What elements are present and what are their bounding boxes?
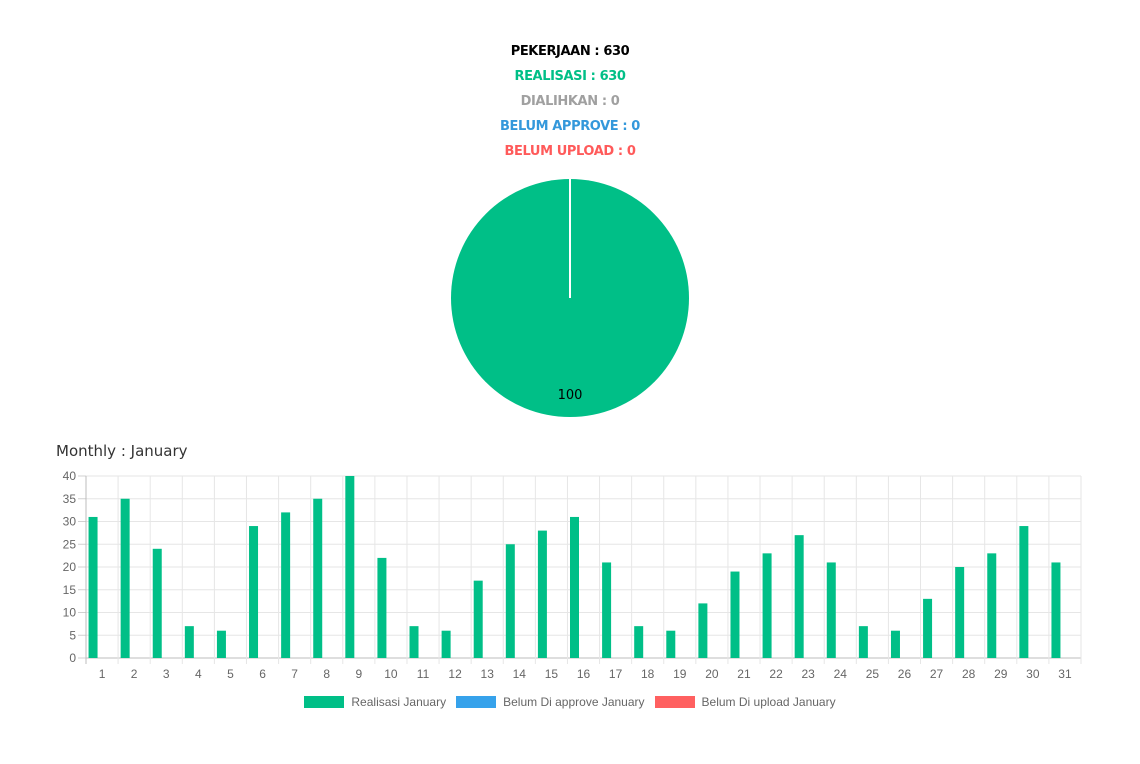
legend-swatch xyxy=(456,696,497,708)
bar[interactable] xyxy=(281,512,291,658)
bar-chart-legend: Realisasi January Belum Di approve Januar… xyxy=(0,695,1140,709)
x-tick-label: 9 xyxy=(355,667,362,681)
legend-item[interactable]: Belum Di upload January xyxy=(654,695,836,709)
x-tick-label: 23 xyxy=(801,667,815,681)
bar[interactable] xyxy=(184,626,194,658)
bar[interactable] xyxy=(441,630,451,658)
x-tick-label: 3 xyxy=(163,667,170,681)
x-tick-label: 12 xyxy=(448,667,462,681)
x-tick-label: 26 xyxy=(898,667,912,681)
x-tick-label: 15 xyxy=(545,667,559,681)
x-tick-label: 21 xyxy=(737,667,751,681)
x-tick-label: 6 xyxy=(259,667,266,681)
y-tick-label: 15 xyxy=(63,583,77,597)
bar[interactable] xyxy=(1019,526,1029,658)
realisasi-total: REALISASI : 630 xyxy=(514,69,626,84)
belum-approve-total: BELUM APPROVE : 0 xyxy=(500,119,640,134)
bar[interactable] xyxy=(794,535,804,658)
bar[interactable] xyxy=(505,544,515,658)
x-tick-label: 28 xyxy=(962,667,976,681)
x-tick-label: 1 xyxy=(99,667,106,681)
legend-label: Belum Di upload January xyxy=(701,695,836,709)
bar[interactable] xyxy=(634,626,644,658)
bar[interactable] xyxy=(730,571,740,658)
y-tick-label: 5 xyxy=(69,628,76,642)
x-tick-label: 13 xyxy=(481,667,495,681)
bar[interactable] xyxy=(409,626,419,658)
x-tick-label: 19 xyxy=(673,667,687,681)
x-tick-label: 5 xyxy=(227,667,234,681)
bar[interactable] xyxy=(826,562,836,658)
x-tick-label: 10 xyxy=(384,667,398,681)
x-tick-label: 30 xyxy=(1026,667,1040,681)
dialihkan-total: DIALIHKAN : 0 xyxy=(520,94,620,109)
bar[interactable] xyxy=(666,630,676,658)
x-tick-label: 29 xyxy=(994,667,1008,681)
pekerjaan-total: PEKERJAAN : 630 xyxy=(510,44,630,59)
x-tick-label: 20 xyxy=(705,667,719,681)
bar[interactable] xyxy=(313,498,323,658)
legend-label: Belum Di approve January xyxy=(503,695,645,709)
bar[interactable] xyxy=(152,548,162,658)
x-tick-label: 8 xyxy=(323,667,330,681)
bar[interactable] xyxy=(473,580,483,658)
y-tick-label: 0 xyxy=(69,651,76,665)
bar[interactable] xyxy=(216,630,226,658)
bar[interactable] xyxy=(858,626,868,658)
bar[interactable] xyxy=(955,567,965,658)
bar[interactable] xyxy=(537,530,547,658)
bar[interactable] xyxy=(762,553,772,658)
legend-swatch xyxy=(654,696,695,708)
bar[interactable] xyxy=(698,603,708,658)
x-tick-label: 31 xyxy=(1058,667,1072,681)
x-tick-label: 14 xyxy=(513,667,527,681)
y-tick-label: 35 xyxy=(63,492,77,506)
y-tick-label: 40 xyxy=(63,469,77,483)
pie-chart: 100 xyxy=(451,179,689,417)
x-tick-label: 2 xyxy=(131,667,138,681)
x-tick-label: 22 xyxy=(769,667,783,681)
x-tick-label: 4 xyxy=(195,667,202,681)
bar[interactable] xyxy=(377,557,387,658)
x-tick-label: 11 xyxy=(417,667,430,681)
x-tick-label: 17 xyxy=(609,667,623,681)
x-tick-label: 7 xyxy=(291,667,298,681)
legend-label: Realisasi January xyxy=(351,695,447,709)
x-tick-label: 24 xyxy=(834,667,848,681)
x-tick-label: 27 xyxy=(930,667,944,681)
legend-item[interactable]: Belum Di approve January xyxy=(456,695,645,709)
bar[interactable] xyxy=(602,562,612,658)
bar[interactable] xyxy=(249,526,259,658)
belum-upload-total: BELUM UPLOAD : 0 xyxy=(504,144,636,159)
y-tick-label: 20 xyxy=(63,560,77,574)
x-tick-label: 16 xyxy=(577,667,591,681)
y-tick-label: 30 xyxy=(63,515,77,529)
bar[interactable] xyxy=(570,516,579,658)
bar[interactable] xyxy=(1051,562,1061,658)
bar[interactable] xyxy=(345,476,355,658)
y-tick-label: 25 xyxy=(63,537,77,551)
bar[interactable] xyxy=(923,598,933,658)
monthly-title: Monthly : January xyxy=(56,442,188,460)
bar[interactable] xyxy=(88,516,98,658)
x-tick-label: 25 xyxy=(866,667,880,681)
summary-block: PEKERJAAN : 630 REALISASI : 630 DIALIHKA… xyxy=(0,42,1140,167)
bar[interactable] xyxy=(120,498,130,658)
y-tick-label: 10 xyxy=(63,606,77,620)
legend-item[interactable]: Realisasi January xyxy=(304,695,446,709)
legend-swatch xyxy=(304,696,345,708)
pie-data-label: 100 xyxy=(558,388,583,403)
bar[interactable] xyxy=(987,553,997,658)
bar[interactable] xyxy=(890,630,900,658)
x-tick-label: 18 xyxy=(641,667,655,681)
